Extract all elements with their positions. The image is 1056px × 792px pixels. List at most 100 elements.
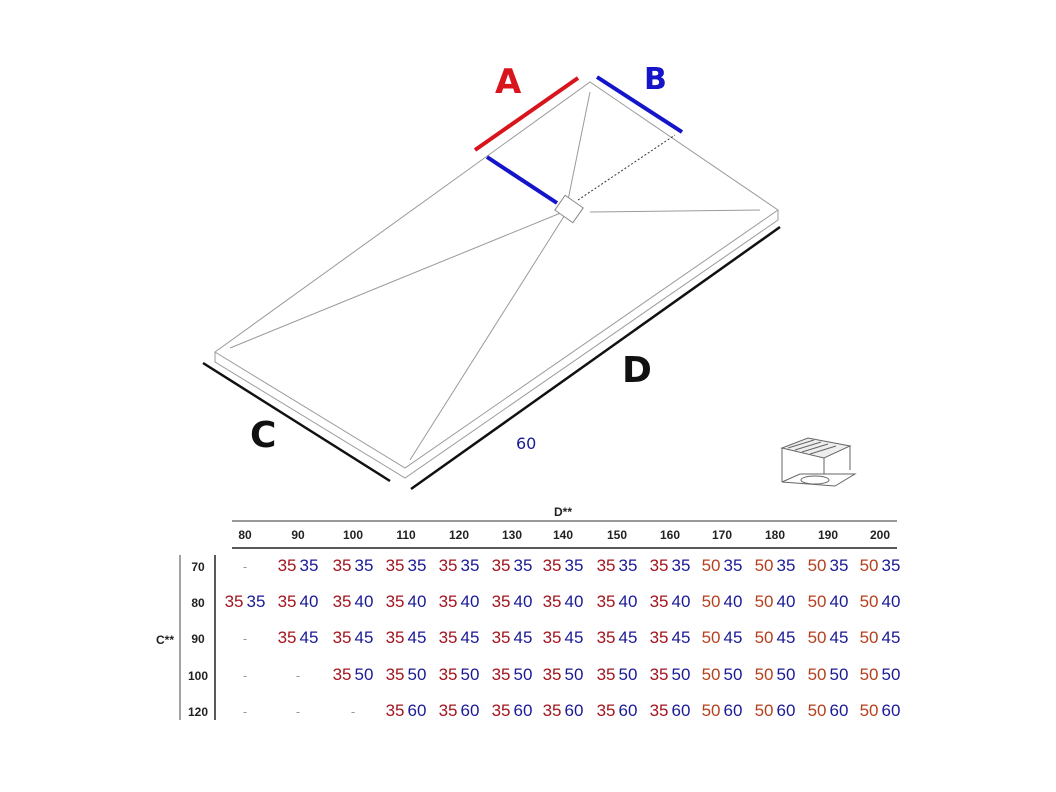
table-cell: 50 45	[860, 628, 901, 648]
dotted-line	[577, 134, 676, 201]
value-a: 50	[701, 628, 721, 647]
table-cell: 35 40	[333, 592, 374, 612]
value-b: 50	[671, 665, 691, 684]
value-a: 35	[385, 628, 405, 647]
value-b: 40	[299, 592, 319, 611]
column-header: 160	[659, 528, 681, 542]
dimension-b-line	[595, 75, 684, 134]
value-b: 35	[776, 556, 796, 575]
value-b: 35	[881, 556, 901, 575]
dimension-b-line-2	[485, 155, 559, 205]
table-cell: 35 45	[278, 628, 319, 648]
table-cell: 35 35	[650, 556, 691, 576]
table-cell: 35 50	[333, 665, 374, 685]
value-a: 35	[649, 701, 669, 720]
dimension-c-line	[202, 361, 391, 483]
value-b: 35	[829, 556, 849, 575]
value-a: 50	[859, 556, 879, 575]
value-a: 50	[859, 628, 879, 647]
table-cell: 35 60	[439, 701, 480, 721]
column-header: 110	[396, 528, 416, 542]
column-header: 100	[342, 528, 364, 542]
value-b: 60	[881, 701, 901, 720]
value-a: 50	[701, 592, 721, 611]
table-cell: 50 40	[860, 592, 901, 612]
value-a: 35	[649, 665, 669, 684]
column-header: 140	[552, 528, 574, 542]
value-b: 50	[564, 665, 584, 684]
column-header: 200	[869, 528, 891, 542]
value-b: 35	[460, 556, 480, 575]
value-b: 45	[407, 628, 427, 647]
value-b: 60	[513, 701, 533, 720]
table-cell: 50 35	[860, 556, 901, 576]
table-cell: 50 40	[702, 592, 743, 612]
column-header: 90	[291, 528, 305, 542]
value-a: 35	[649, 556, 669, 575]
table-cell: 50 35	[702, 556, 743, 576]
table-cell: 50 60	[808, 701, 849, 721]
table-cell: -	[242, 631, 248, 646]
value-a: 35	[438, 556, 458, 575]
value-a: 50	[754, 556, 774, 575]
table-cell: -	[295, 668, 301, 683]
value-a: 50	[807, 628, 827, 647]
value-b: 50	[723, 665, 743, 684]
value-a: 35	[542, 592, 562, 611]
table-cell: 50 60	[702, 701, 743, 721]
value-a: 35	[438, 628, 458, 647]
value-a: 35	[596, 556, 616, 575]
value-a: 35	[385, 556, 405, 575]
row-header: 120	[187, 705, 209, 719]
value-a: 35	[542, 665, 562, 684]
value-a: 50	[807, 556, 827, 575]
value-a: 35	[491, 701, 511, 720]
value-b: 40	[671, 592, 691, 611]
table-cell: 35 45	[333, 628, 374, 648]
table-cell: 35 50	[386, 665, 427, 685]
value-a: 50	[807, 701, 827, 720]
value-b: 45	[618, 628, 638, 647]
value-a: 35	[491, 628, 511, 647]
label-d: D	[622, 350, 652, 391]
dimension-a-line	[473, 76, 580, 152]
label-b: B	[644, 62, 667, 97]
value-b: 50	[460, 665, 480, 684]
column-header: 150	[606, 528, 628, 542]
value-a: 35	[542, 628, 562, 647]
value-a: 35	[277, 628, 297, 647]
value-b: 40	[723, 592, 743, 611]
table-cell: 35 35	[386, 556, 427, 576]
value-a: 50	[754, 628, 774, 647]
value-b: 45	[829, 628, 849, 647]
table-cell: 35 45	[597, 628, 638, 648]
table-cell: 50 40	[808, 592, 849, 612]
value-b: 60	[460, 701, 480, 720]
value-a: 50	[859, 592, 879, 611]
table-cell: -	[350, 704, 356, 719]
column-title: D**	[553, 505, 573, 519]
value-b: 50	[513, 665, 533, 684]
table-cell: 50 50	[860, 665, 901, 685]
value-a: 35	[385, 665, 405, 684]
value-b: 35	[723, 556, 743, 575]
value-a: 35	[385, 701, 405, 720]
row-header: 100	[187, 669, 209, 683]
value-a: 50	[807, 592, 827, 611]
value-a: 35	[332, 592, 352, 611]
table-cell: 35 60	[543, 701, 584, 721]
column-header: 80	[238, 528, 252, 542]
table-cell: 35 60	[386, 701, 427, 721]
table-cell: 35 40	[597, 592, 638, 612]
table-cell: 35 50	[492, 665, 533, 685]
value-a: 50	[859, 701, 879, 720]
value-b: 50	[776, 665, 796, 684]
table-cell: 50 45	[755, 628, 796, 648]
table-cell: 50 50	[808, 665, 849, 685]
value-b: 40	[407, 592, 427, 611]
table-cell: -	[242, 559, 248, 574]
value-b: 60	[776, 701, 796, 720]
value-a: 35	[649, 628, 669, 647]
value-b: 45	[671, 628, 691, 647]
